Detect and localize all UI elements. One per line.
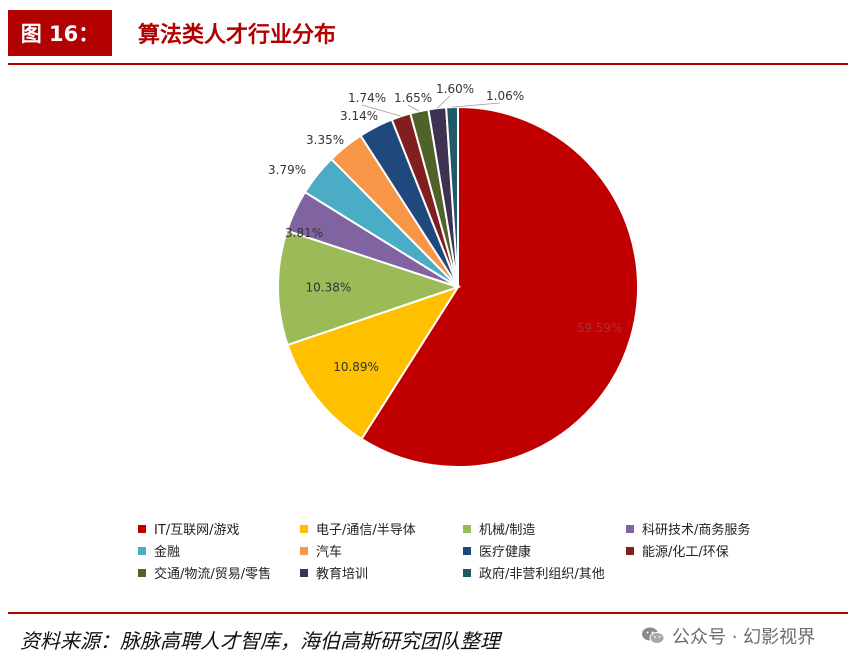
wechat-icon [642, 627, 665, 644]
pie-slice [286, 285, 461, 441]
legend-label: 金融 [154, 545, 181, 560]
watermark-text: 公众号 · 幻影视界 [672, 627, 816, 648]
label-leader-line [407, 104, 420, 112]
pie-data-label: 1.06% [486, 89, 524, 103]
legend-item: 科研技术/商务服务 [626, 519, 750, 538]
legend-swatch [626, 546, 634, 555]
legend-label: 交通/物流/贸易/零售 [154, 567, 272, 582]
legend-swatch [300, 546, 308, 555]
legend-swatch [300, 568, 308, 577]
pie-data-label: 3.81% [285, 226, 323, 240]
pie-slice [277, 229, 462, 347]
legend-item: 能源/化工/环保 [626, 541, 729, 560]
footer-divider [8, 612, 848, 614]
legend-item: 政府/非营利组织/其他 [463, 563, 605, 582]
legend-item: 交通/物流/贸易/零售 [138, 563, 271, 582]
pie-slice [445, 105, 459, 288]
legend-label: 机械/制造 [479, 523, 536, 538]
pie-data-label: 3.35% [306, 133, 344, 147]
legend-item: 教育培训 [300, 563, 368, 582]
legend-swatch [138, 546, 146, 555]
pie-data-label: 59.59% [577, 321, 623, 335]
pie-data-label: 1.74% [348, 91, 386, 105]
legend-swatch [138, 568, 146, 577]
legend-item: 金融 [138, 541, 180, 560]
pie-data-label: 3.14% [340, 109, 378, 123]
legend-label: 汽车 [316, 545, 343, 560]
legend-item: 电子/通信/半导体 [300, 519, 416, 538]
pie-data-label: 1.65% [394, 91, 432, 105]
legend-swatch [138, 524, 146, 533]
watermark: 公众号 · 幻影视界 [640, 623, 815, 649]
figure-header: 图 16： 算法类人才行业分布 [0, 0, 849, 66]
figure-number-label: 图 16： [8, 10, 112, 56]
pie-data-label: 3.79% [268, 163, 306, 177]
legend-swatch [463, 546, 471, 555]
label-leader-line [452, 102, 501, 108]
legend-swatch [463, 568, 471, 577]
figure-title: 算法类人才行业分布 [138, 23, 337, 48]
label-leader-line [361, 104, 402, 117]
label-leader-line [436, 95, 451, 109]
pie-data-label: 10.38% [306, 281, 352, 295]
legend-swatch [300, 524, 308, 533]
pie-data-label: 1.60% [436, 82, 474, 96]
pie-chart: 59.59% 10.89% 10.38% 3.81% 3.79% 3.35% 3.14% 1.… [268, 82, 639, 468]
legend-swatch [463, 524, 471, 533]
legend-label: 电子/通信/半导体 [316, 523, 416, 538]
legend-label: 科研技术/商务服务 [642, 523, 751, 538]
legend-item: IT/互联网/游戏 [138, 519, 240, 538]
legend-label: 政府/非营利组织/其他 [479, 567, 605, 582]
legend-label: 医疗健康 [479, 545, 532, 560]
header-divider [8, 63, 848, 65]
legend-label: IT/互联网/游戏 [154, 523, 240, 538]
pie-data-label: 10.89% [333, 360, 379, 374]
legend-item: 医疗健康 [463, 541, 531, 560]
legend-item: 汽车 [300, 541, 342, 560]
legend-label: 教育培训 [316, 567, 369, 582]
pie-slice [360, 105, 639, 468]
legend-item: 机械/制造 [463, 519, 535, 538]
legend-label: 能源/化工/环保 [642, 545, 729, 560]
legend-swatch [626, 524, 634, 533]
source-note: 资料来源：脉脉高聘人才智库，海伯高斯研究团队整理 [20, 629, 500, 653]
